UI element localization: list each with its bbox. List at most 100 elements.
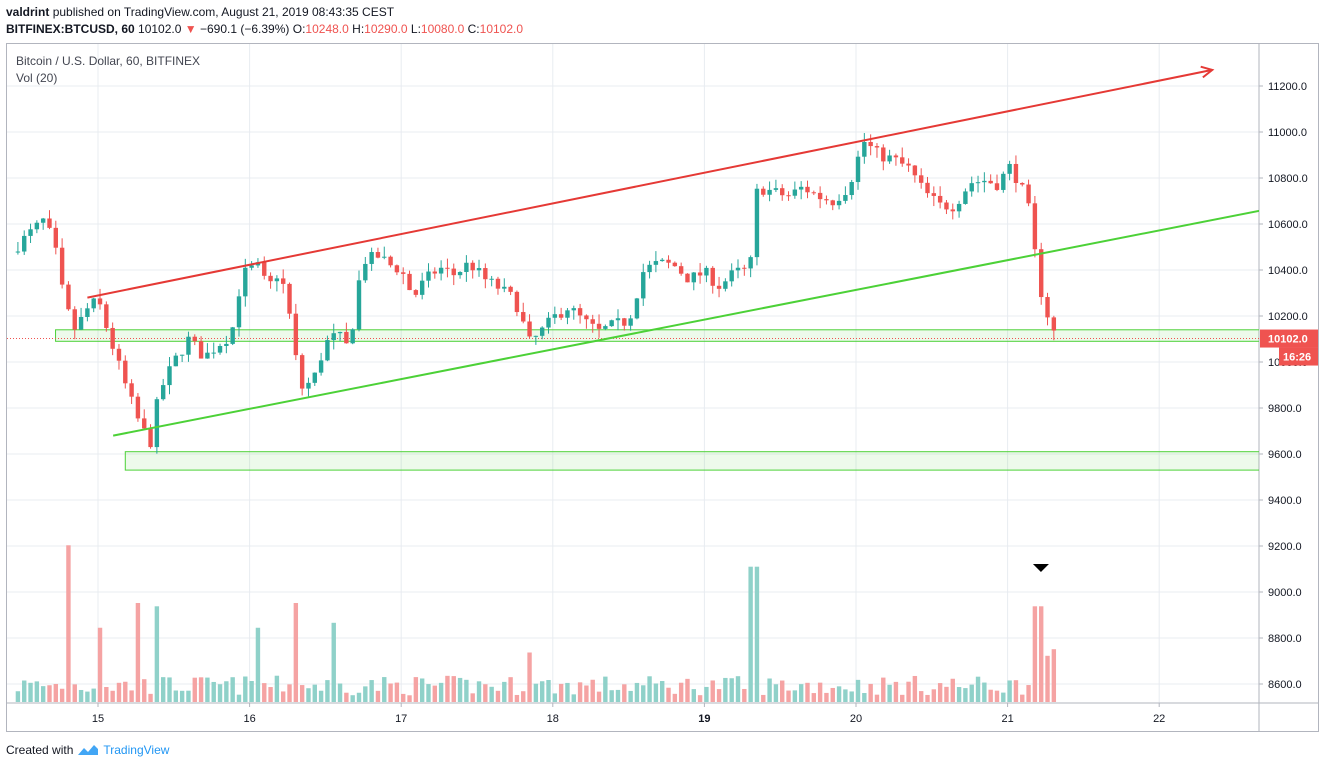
volume-bar — [836, 686, 842, 702]
volume-bar — [53, 683, 59, 702]
candle-up — [956, 203, 962, 212]
y-tick-label: 10800.0 — [1268, 173, 1308, 185]
candle-down — [192, 336, 197, 342]
candle-down — [110, 327, 115, 349]
candle-up — [34, 222, 40, 230]
y-tick-label: 9800.0 — [1268, 403, 1302, 415]
x-tick-label: 20 — [850, 713, 862, 725]
candle-down — [742, 267, 747, 269]
volume-bar — [1013, 680, 1019, 702]
volume-bar — [211, 681, 216, 702]
volume-bar — [451, 676, 456, 702]
volume-bar — [748, 566, 753, 702]
candle-down — [678, 266, 684, 274]
candle-up — [186, 336, 191, 355]
candle-up — [318, 360, 324, 373]
candle-up — [236, 296, 242, 328]
y-tick-label: 9200.0 — [1268, 541, 1302, 553]
volume-bar — [527, 652, 532, 702]
candle-down — [906, 163, 911, 166]
volume-bar — [982, 682, 987, 702]
volume-bar — [931, 689, 937, 702]
x-tick-label: 19 — [698, 713, 710, 725]
volume-bar — [900, 694, 905, 702]
candle-down — [1045, 297, 1050, 318]
candle-up — [843, 195, 848, 201]
volume-bar — [325, 680, 330, 702]
y-tick-label: 8600.0 — [1268, 679, 1302, 691]
volume-bar — [394, 682, 400, 702]
volume-bar — [697, 695, 703, 702]
volume-bar — [413, 677, 419, 702]
volume-bar — [262, 683, 267, 702]
symbol-label: BITFINEX:BTCUSD, 60 — [6, 22, 135, 36]
candle-up — [754, 188, 760, 258]
candle-up — [975, 182, 981, 184]
author-name[interactable]: valdrint — [6, 5, 50, 19]
candle-down — [344, 331, 349, 344]
candle-up — [767, 189, 772, 195]
volume-bar — [508, 677, 513, 702]
volume-bar — [167, 677, 172, 702]
candle-down — [142, 418, 147, 429]
y-tick-label: 10600.0 — [1268, 219, 1308, 231]
candle-up — [849, 182, 854, 196]
candle-up — [969, 183, 974, 192]
volume-bar — [489, 686, 494, 702]
volume-bar — [438, 682, 444, 702]
candle-up — [249, 265, 254, 268]
resistance-arrow-head — [1200, 65, 1215, 79]
volume-bar — [584, 685, 589, 702]
high-label: H: — [352, 22, 365, 36]
volume-bar — [521, 691, 526, 702]
volume-bar — [476, 681, 482, 702]
current-price-tag — [1260, 329, 1318, 348]
volume-bar — [1001, 692, 1006, 702]
last-price: 10102.0 — [138, 22, 182, 36]
volume-bar — [97, 627, 103, 702]
down-triangle-icon: ▼ — [184, 22, 197, 36]
y-tick-label: 9000.0 — [1268, 587, 1302, 599]
candle-down — [558, 314, 564, 318]
volume-bar — [868, 683, 873, 702]
volume-bar — [615, 689, 621, 702]
candle-up — [15, 251, 21, 253]
tradingview-logo-icon — [78, 745, 99, 755]
volume-bar — [363, 686, 368, 702]
chart-frame[interactable] — [6, 43, 1319, 732]
change-value: −690.1 (−6.39%) — [200, 22, 290, 36]
candle-up — [331, 333, 336, 341]
y-tick-label: 9600.0 — [1268, 449, 1302, 461]
candle-up — [312, 372, 317, 383]
volume-bar — [104, 687, 109, 702]
candle-up — [615, 318, 621, 321]
tradingview-brand-link[interactable]: TradingView — [103, 743, 170, 757]
volume-bar — [154, 606, 160, 702]
support-zone-lower — [124, 451, 1259, 471]
volume-bar — [798, 684, 804, 702]
volume-bar — [906, 681, 911, 702]
candle-down — [123, 360, 128, 384]
open-label: O: — [292, 22, 306, 36]
volume-bar — [255, 627, 261, 702]
candle-up — [773, 188, 779, 190]
candle-up — [489, 278, 494, 280]
candle-up — [22, 235, 27, 252]
volume-bar — [1026, 685, 1031, 702]
candle-down — [937, 195, 943, 203]
volume-bar — [312, 684, 317, 702]
candle-up — [546, 317, 551, 328]
candle-down — [47, 218, 52, 228]
volume-bar — [1039, 606, 1044, 702]
candle-down — [53, 227, 59, 248]
candle-up — [628, 318, 633, 326]
volume-bar — [91, 688, 96, 702]
candle-up — [735, 267, 741, 271]
candle-down — [66, 284, 71, 310]
candle-up — [211, 352, 216, 354]
candle-down — [925, 182, 930, 194]
low-value: 10080.0 — [420, 22, 465, 36]
plot-area[interactable] — [7, 65, 1262, 702]
candle-down — [685, 273, 690, 283]
